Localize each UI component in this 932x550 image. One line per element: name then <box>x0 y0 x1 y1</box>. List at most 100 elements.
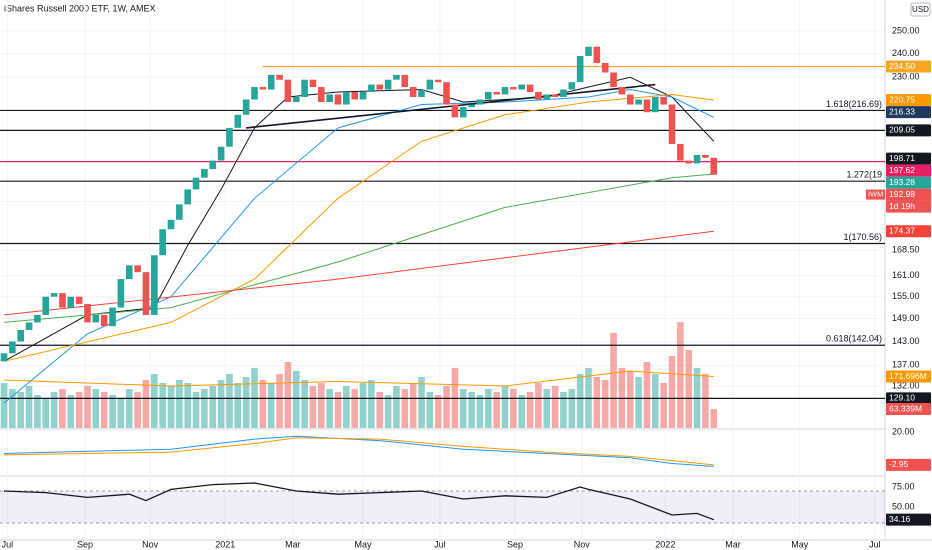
volume-bar <box>209 386 217 428</box>
price-tag <box>886 106 931 119</box>
level-label: 1(170.56) <box>843 232 882 242</box>
price-tag-label: 197.62 <box>889 165 915 175</box>
candle-body <box>267 74 275 90</box>
volume-bar <box>468 392 475 428</box>
volume-bar <box>434 395 442 428</box>
price-tag <box>886 225 931 238</box>
candle-body <box>0 353 8 362</box>
candle-body <box>485 91 492 100</box>
volume-bar <box>476 395 484 428</box>
candle-body <box>201 169 208 178</box>
candle-body <box>50 293 58 297</box>
rsi-tag-label: 34.16 <box>889 514 911 524</box>
volume-bar <box>59 389 66 428</box>
currency: USD <box>912 5 929 14</box>
volume-bar <box>318 383 325 428</box>
candle-body <box>209 160 217 170</box>
candle-body <box>393 74 400 80</box>
rsi-tick-label: 50.00 <box>892 501 915 511</box>
macd-tag <box>886 458 931 471</box>
candle-body <box>326 94 333 103</box>
candle-body <box>34 314 41 323</box>
countdown-tag <box>886 200 931 213</box>
volume-bar <box>543 389 551 428</box>
candle-body <box>217 146 225 161</box>
volume-bar <box>159 383 166 428</box>
volume-bar <box>234 383 242 428</box>
candle-body <box>351 91 358 100</box>
volume-bar <box>426 392 434 428</box>
candle-body <box>92 314 100 323</box>
volume-bar <box>167 386 175 428</box>
volume-bar <box>668 356 676 428</box>
rsi-tick-label: 75.00 <box>892 481 915 491</box>
volume-bar <box>92 389 100 428</box>
candle-body <box>668 104 676 144</box>
candle-body <box>418 89 425 97</box>
volume-bar <box>401 389 409 428</box>
price-tag-label: 193.28 <box>889 177 915 187</box>
volume-bar <box>17 392 24 428</box>
candle-body <box>677 143 684 161</box>
volume-bar <box>284 362 292 428</box>
volume-bar <box>551 386 559 428</box>
volume-bar <box>359 383 367 428</box>
volume-bar <box>393 386 400 428</box>
price-tag-label: 209.05 <box>889 125 915 135</box>
volume-bar <box>593 377 601 428</box>
x-tick-label: Nov <box>142 539 159 549</box>
volume-bar <box>34 395 41 428</box>
candle-body <box>134 265 141 273</box>
volume-bar <box>493 392 500 428</box>
price-tag <box>886 164 931 177</box>
y-tick-label: 137.00 <box>892 360 920 370</box>
candle-body <box>635 99 642 105</box>
x-tick-label: Nov <box>574 539 591 549</box>
candle-body <box>159 229 166 256</box>
volume-bar <box>576 374 584 428</box>
candle-body <box>626 94 634 105</box>
candle-body <box>318 87 325 103</box>
price-tag <box>886 152 931 165</box>
volume-bar <box>276 374 283 428</box>
candle-body <box>568 82 576 90</box>
volume-bar <box>151 374 158 428</box>
price-tag <box>886 60 931 73</box>
candle-body <box>292 96 300 103</box>
volume-bar <box>42 398 50 428</box>
rsi-band <box>0 491 885 523</box>
candle-body <box>443 82 450 105</box>
candle-body <box>142 272 150 315</box>
y-tick-label: 155.00 <box>892 291 920 301</box>
candle-body <box>376 84 384 90</box>
volume-bar <box>267 383 275 428</box>
moving-average <box>3 230 714 316</box>
candle-body <box>493 91 500 95</box>
candle-body <box>109 307 116 327</box>
currency-badge[interactable] <box>910 2 931 17</box>
volume-bar <box>660 383 667 428</box>
candle-body <box>276 74 283 80</box>
candle-body <box>535 91 542 100</box>
volume-bar <box>376 392 384 428</box>
candle-body <box>501 87 509 95</box>
candle-body <box>652 96 659 113</box>
candle-body <box>84 303 91 323</box>
volume-bar <box>309 386 317 428</box>
candle-body <box>284 79 292 103</box>
candle-body <box>67 296 75 308</box>
candle-body <box>459 107 467 118</box>
candle-body <box>618 87 626 95</box>
volume-bar <box>25 386 33 428</box>
volume-tag <box>886 403 931 416</box>
candle-body <box>301 79 308 97</box>
volume-bar <box>652 374 659 428</box>
volume-bar <box>702 374 709 428</box>
candle-body <box>184 189 191 205</box>
candle-body <box>125 265 133 280</box>
volume-bar <box>643 362 651 428</box>
candle-body <box>226 127 233 147</box>
volume-bar <box>201 389 208 428</box>
candle-body <box>593 46 601 63</box>
volume-bar <box>535 383 542 428</box>
